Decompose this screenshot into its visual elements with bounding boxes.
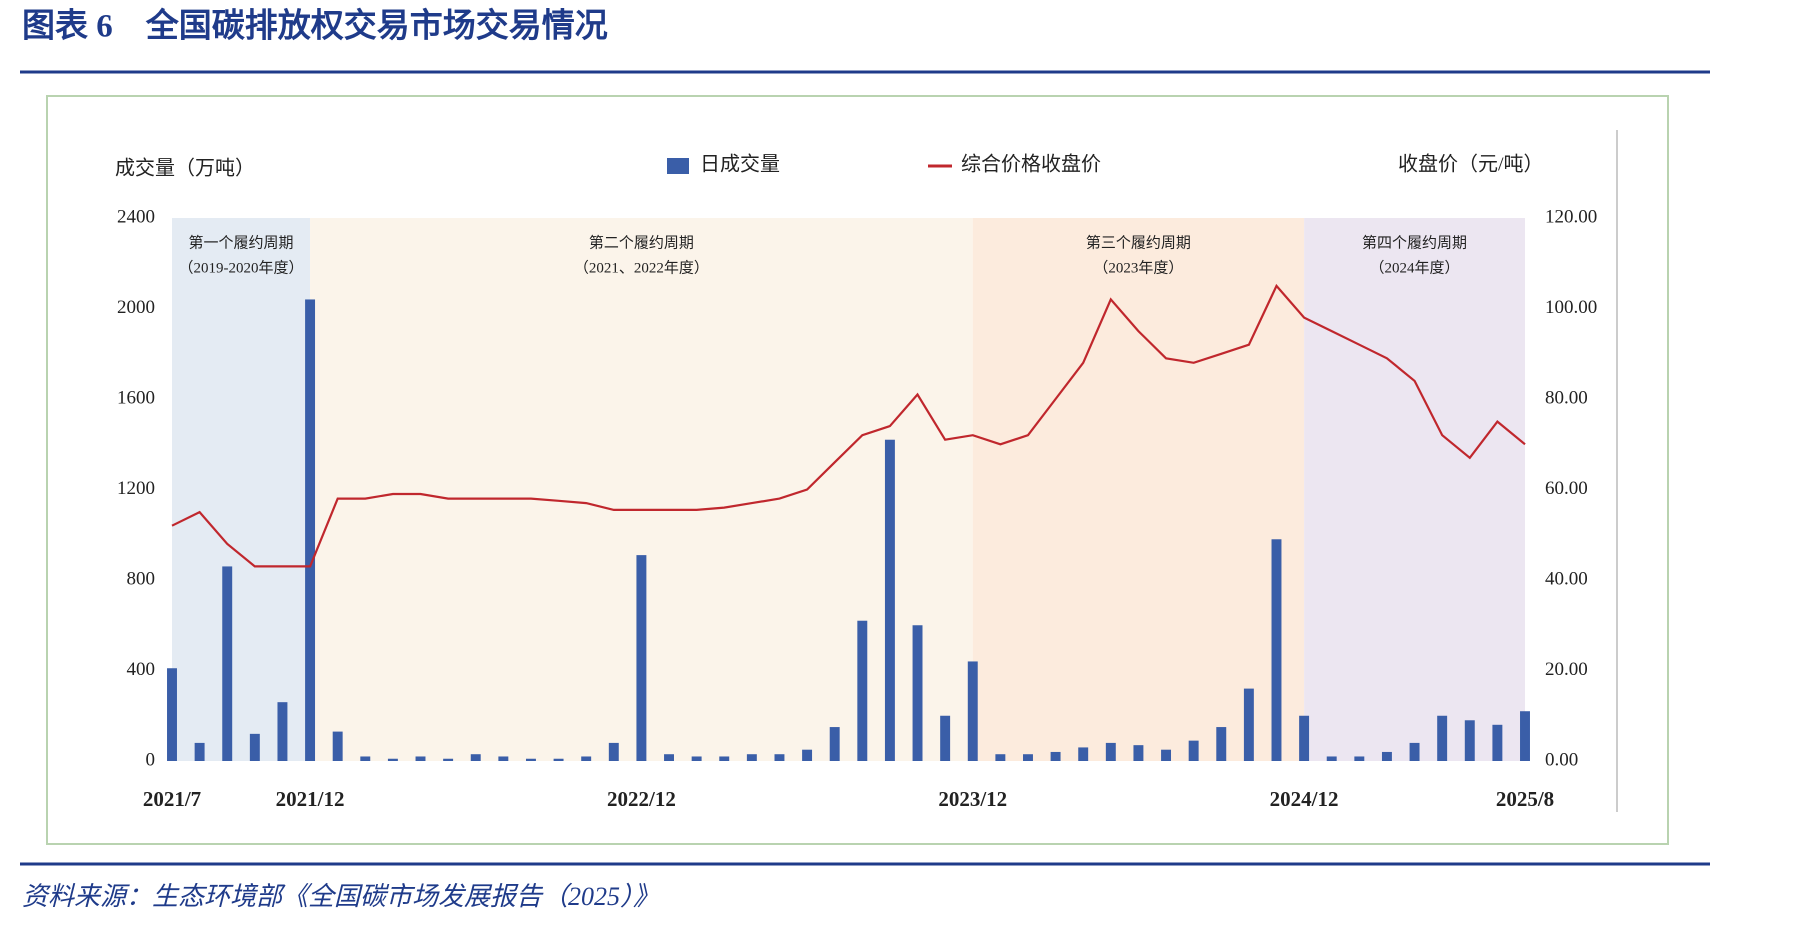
legend-swatch xyxy=(667,158,689,174)
period-label: 第三个履约周期 xyxy=(1086,233,1191,251)
bar xyxy=(857,620,868,761)
x-tick-label: 2021/12 xyxy=(276,787,345,811)
y-tick-label: 1200 xyxy=(117,478,155,499)
bar xyxy=(940,715,951,761)
bar xyxy=(1492,724,1503,761)
bar xyxy=(1243,688,1254,761)
bar xyxy=(1188,740,1199,761)
figure-title: 图表 6 全国碳排放权交易市场交易情况 xyxy=(22,7,608,45)
y2-tick-label: 120.00 xyxy=(1545,206,1597,227)
bar xyxy=(719,756,730,761)
period-band xyxy=(972,218,1305,761)
price-line xyxy=(171,283,1526,568)
bar xyxy=(1326,756,1337,761)
period-sublabel: （2023年度） xyxy=(1093,259,1183,276)
bar xyxy=(1271,539,1282,761)
y2-tick-label: 20.00 xyxy=(1545,659,1588,680)
x-tick-label: 2023/12 xyxy=(938,787,1007,811)
bar xyxy=(967,661,978,761)
bar xyxy=(636,555,647,761)
bar xyxy=(277,702,288,761)
bar xyxy=(360,756,371,761)
y-axis-title: 成交量（万吨） xyxy=(115,157,255,180)
bar xyxy=(802,749,813,761)
bar xyxy=(774,754,785,761)
period-sublabel: （2021、2022年度） xyxy=(574,259,709,276)
y-tick-label: 2400 xyxy=(117,206,155,227)
bar xyxy=(691,756,702,761)
source-note: 资料来源：生态环境部《全国碳市场发展报告（2025）》 xyxy=(22,882,659,911)
chart-frame xyxy=(46,95,1669,845)
period-band xyxy=(1304,218,1525,761)
bar xyxy=(525,758,536,761)
plot: 第一个履约周期 （2019-2020年度） 第二个履约周期 （2021、2022年度）… xyxy=(117,206,1597,810)
bar xyxy=(1354,756,1365,761)
bar xyxy=(664,754,674,761)
period-sublabel: （2019-2020年度） xyxy=(179,259,304,276)
y2-tick-label: 100.00 xyxy=(1545,297,1597,318)
bar xyxy=(332,731,343,761)
period-sublabel: （2024年度） xyxy=(1370,259,1460,276)
bar xyxy=(995,754,1006,761)
bar xyxy=(194,742,205,761)
y2-tick-label: 60.00 xyxy=(1545,478,1588,499)
period-label: 第二个履约周期 xyxy=(589,233,694,251)
bar xyxy=(1078,747,1089,761)
x-tick-label: 2022/12 xyxy=(607,787,676,811)
bar xyxy=(1216,727,1227,761)
bar xyxy=(498,756,509,761)
bar xyxy=(581,756,592,761)
y2-tick-label: 80.00 xyxy=(1545,387,1588,408)
bar xyxy=(249,733,260,761)
bar xyxy=(387,758,398,761)
bar xyxy=(1464,720,1475,761)
bar xyxy=(443,758,454,761)
bar xyxy=(1381,751,1392,761)
bar xyxy=(829,727,840,761)
bar xyxy=(1105,742,1116,761)
x-tick-label: 2024/12 xyxy=(1270,787,1339,811)
bar xyxy=(1409,742,1420,761)
bar xyxy=(1437,715,1448,761)
bar xyxy=(167,668,177,761)
bar xyxy=(553,758,564,761)
bar xyxy=(305,299,316,761)
legend-label: 日成交量 xyxy=(700,153,780,176)
y2-tick-label: 40.00 xyxy=(1545,568,1588,589)
y-tick-label: 400 xyxy=(127,659,156,680)
y-tick-label: 0 xyxy=(146,749,156,770)
bar xyxy=(884,439,895,761)
legend-label: 综合价格收盘价 xyxy=(961,153,1101,176)
bar xyxy=(1299,715,1310,761)
bar xyxy=(746,754,757,761)
period-label: 第一个履约周期 xyxy=(189,233,294,251)
x-tick-label: 2021/7 xyxy=(143,787,201,811)
y-tick-label: 1600 xyxy=(117,387,155,408)
bar xyxy=(415,756,426,761)
y2-axis-title: 收盘价（元/吨） xyxy=(1398,153,1544,176)
period-label: 第四个履约周期 xyxy=(1362,233,1467,251)
bar xyxy=(912,625,923,761)
bar xyxy=(1023,754,1033,761)
y-tick-label: 800 xyxy=(127,568,156,589)
bar xyxy=(470,754,481,761)
bar xyxy=(1050,751,1061,761)
bar xyxy=(222,566,233,761)
x-tick-label: 2025/8 xyxy=(1496,787,1554,811)
period-band xyxy=(172,218,311,761)
y-tick-label: 2000 xyxy=(117,297,155,318)
bar xyxy=(1133,745,1144,761)
bar xyxy=(608,742,619,761)
bar xyxy=(1520,711,1530,761)
y2-tick-label: 0.00 xyxy=(1545,749,1578,770)
bar xyxy=(1161,749,1172,761)
